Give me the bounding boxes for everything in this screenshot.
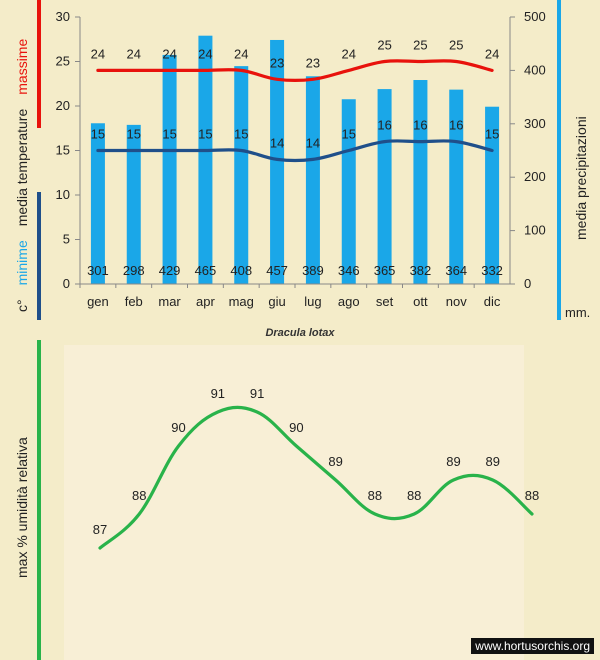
precip-bar	[413, 80, 428, 285]
right-tick-label: 100	[524, 223, 546, 238]
right-tick-label: 400	[524, 62, 546, 77]
min-temp-label: 14	[306, 135, 320, 150]
precip-bar-label: 382	[410, 263, 432, 278]
humidity-axis-title: max % umidità relativa	[14, 437, 30, 578]
humidity-label: 89	[328, 454, 342, 469]
right-tick-label: 500	[524, 9, 546, 24]
x-tick-label: giu	[268, 294, 285, 309]
precip-bar	[90, 123, 105, 285]
left-tick-label: 20	[56, 98, 70, 113]
precip-bar-label: 457	[266, 263, 288, 278]
precip-bar	[126, 124, 141, 284]
max-temp-label: 25	[413, 38, 427, 53]
precip-bar-label: 465	[195, 263, 217, 278]
left-tick-label: 5	[63, 232, 70, 247]
max-temp-label: 25	[377, 38, 391, 53]
precip-bar-label: 346	[338, 263, 360, 278]
min-temp-label: 15	[342, 127, 356, 142]
min-temp-label: 15	[234, 127, 248, 142]
min-temp-label: 16	[377, 118, 391, 133]
max-temp-label: 24	[234, 46, 248, 61]
left-axis-blue-bar	[37, 192, 41, 320]
max-temp-label: 24	[127, 46, 141, 61]
min-temp-label: 15	[198, 127, 212, 142]
left-tick-label: 0	[63, 276, 70, 291]
min-temp-label: 15	[485, 127, 499, 142]
x-tick-label: mar	[158, 294, 181, 309]
humidity-label: 88	[132, 488, 146, 503]
species-caption: Dracula lotax	[265, 327, 335, 339]
max-temp-label: 23	[306, 55, 320, 70]
x-tick-label: ago	[338, 294, 360, 309]
max-temp-label: 24	[198, 46, 212, 61]
humidity-label: 91	[250, 386, 264, 401]
max-temp-label: 23	[270, 55, 284, 70]
x-tick-label: nov	[446, 294, 467, 309]
humidity-label: 87	[93, 522, 107, 537]
humidity-label: 88	[525, 488, 539, 503]
min-temp-label: 16	[449, 118, 463, 133]
right-tick-label: 200	[524, 169, 546, 184]
x-tick-label: set	[376, 294, 394, 309]
humidity-label: 89	[446, 454, 460, 469]
min-temp-label: 15	[91, 127, 105, 142]
humidity-label: 90	[171, 420, 185, 435]
humidity-label: 88	[368, 488, 382, 503]
left-axis-red-bar	[37, 0, 41, 128]
x-tick-label: gen	[87, 294, 109, 309]
humidity-label: 89	[485, 454, 499, 469]
precip-bar	[377, 89, 392, 284]
precip-bar-label: 365	[374, 263, 396, 278]
precip-bar	[234, 66, 249, 285]
max-temp-label: 24	[485, 46, 499, 61]
min-temp-label: 15	[127, 127, 141, 142]
x-tick-label: lug	[304, 294, 321, 309]
humidity-label: 88	[407, 488, 421, 503]
min-temp-line	[96, 139, 494, 163]
humidity-axis-green-bar	[37, 340, 41, 660]
x-tick-label: apr	[196, 294, 215, 309]
precip-bar	[449, 89, 464, 285]
max-temp-label: 24	[91, 46, 105, 61]
right-axis-blue-bar	[557, 0, 561, 320]
x-tick-label: mag	[229, 294, 254, 309]
right-axis-title: media precipitazioni	[573, 116, 589, 240]
max-temp-label: 24	[162, 46, 176, 61]
max-temp-line	[96, 59, 494, 83]
x-tick-label: dic	[484, 294, 501, 309]
min-temp-label: 14	[270, 135, 284, 150]
precip-bar-label: 408	[230, 263, 252, 278]
humidity-label: 90	[289, 420, 303, 435]
max-temp-label: 24	[342, 46, 356, 61]
right-axis-unit: mm.	[565, 305, 590, 320]
precip-bar-label: 301	[87, 263, 109, 278]
min-temp-label: 16	[413, 118, 427, 133]
precip-bar-label: 429	[159, 263, 181, 278]
left-tick-label: 15	[56, 143, 70, 158]
precip-bar	[198, 35, 213, 284]
left-axis-title: c°minimemedia temperaturemassime	[14, 39, 30, 312]
min-temp-label: 15	[162, 127, 176, 142]
right-tick-label: 300	[524, 116, 546, 131]
left-tick-label: 25	[56, 54, 70, 69]
precip-bar	[341, 99, 356, 285]
max-temp-label: 25	[449, 38, 463, 53]
precip-bar	[162, 54, 177, 284]
left-tick-label: 10	[56, 187, 70, 202]
humidity-panel-bg	[64, 345, 524, 660]
precip-bar-label: 389	[302, 263, 324, 278]
precip-bar-label: 298	[123, 263, 145, 278]
watermark: www.hortusorchis.org	[471, 638, 594, 654]
precip-bar	[270, 39, 285, 284]
precip-bar-label: 364	[445, 263, 467, 278]
humidity-label: 91	[211, 386, 225, 401]
x-tick-label: feb	[125, 294, 143, 309]
precip-bar	[305, 76, 320, 284]
humidity-line	[98, 405, 534, 550]
precip-bar-label: 332	[481, 263, 503, 278]
left-tick-label: 30	[56, 9, 70, 24]
x-tick-label: ott	[413, 294, 428, 309]
right-tick-label: 0	[524, 276, 531, 291]
